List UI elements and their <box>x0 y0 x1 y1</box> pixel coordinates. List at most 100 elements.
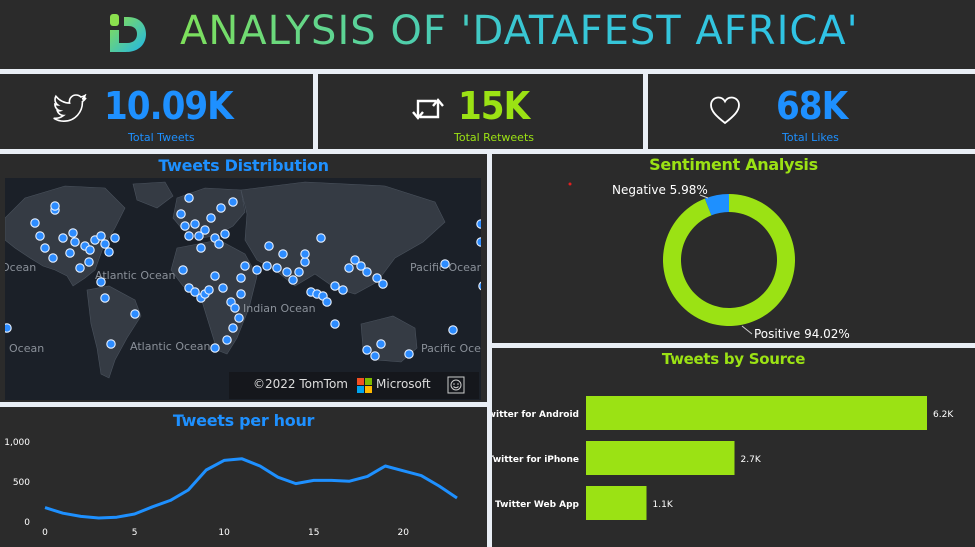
x-tick-label: 0 <box>42 528 48 538</box>
x-tick-label: 10 <box>218 528 230 538</box>
tweet-location-dot <box>362 345 372 355</box>
bar-category-label: Twitter for iPhone <box>492 455 579 465</box>
tweet-location-dot <box>104 247 114 257</box>
ocean-labels: Ocean Atlantic Ocean Pacific Ocean India… <box>5 261 481 355</box>
tweet-location-dot <box>70 237 80 247</box>
tweet-location-dot <box>178 265 188 275</box>
bar-value-label: 6.2K <box>933 410 954 420</box>
twitter-bird-icon <box>53 94 87 123</box>
total-retweets-value: 15K <box>458 84 530 128</box>
tweet-location-dot <box>190 219 200 229</box>
source-panel: Tweets by Source Twitter for Android 6.2K… <box>492 348 975 547</box>
page-title: ANALYSIS OF 'DATAFEST AFRICA' <box>180 8 859 54</box>
positive-data-label: Positive 94.02% <box>754 327 850 341</box>
tweet-location-dot <box>184 231 194 241</box>
map-attribution-bar: ©2022 TomTom Microsoft <box>229 372 479 399</box>
negative-data-label: Negative 5.98% <box>612 183 708 197</box>
tweet-location-dot <box>40 243 50 253</box>
tweet-location-dot <box>378 279 388 289</box>
tweet-location-dot <box>252 265 262 275</box>
bar-0 <box>586 396 927 430</box>
tweet-location-dot <box>240 261 250 271</box>
tweet-location-dot <box>130 309 140 319</box>
hourly-series-line <box>44 457 458 520</box>
kpi-total-tweets: 10.09K Total Tweets <box>0 74 313 149</box>
kpi-total-likes: 68K Total Likes <box>648 74 975 149</box>
tweets-map[interactable]: Ocean Atlantic Ocean Pacific Ocean India… <box>5 178 481 400</box>
tweet-location-dot <box>330 319 340 329</box>
tweet-location-dot <box>476 219 481 229</box>
tweet-location-dot <box>344 263 354 273</box>
positive-leader-line <box>741 325 753 335</box>
stray-marker <box>568 182 572 186</box>
smiley-feedback-icon[interactable] <box>447 376 465 394</box>
tweet-location-dot <box>210 271 220 281</box>
tweet-location-dot <box>110 233 120 243</box>
tweet-location-dot <box>294 267 304 277</box>
tweet-location-dot <box>300 257 310 267</box>
tweet-location-dot <box>30 218 40 228</box>
ocean-label: Indian Ocean <box>243 302 316 315</box>
tweet-location-dot <box>194 231 204 241</box>
tweet-location-dot <box>210 343 220 353</box>
tweet-location-dot <box>322 297 332 307</box>
negative-leader-line <box>699 194 709 199</box>
tweet-location-dot <box>85 245 95 255</box>
tweet-location-dot <box>478 281 481 291</box>
ocean-label: Ocean <box>5 261 36 274</box>
ocean-label: Atlantic Ocean <box>130 340 211 353</box>
source-bar-chart: Twitter for Android 6.2K Twitter for iPhon… <box>492 396 954 520</box>
ocean-label: Pacific Ocean <box>421 342 481 355</box>
hourly-panel: Tweets per hour 0 500 1,000 0 5 10 15 20 <box>0 407 487 547</box>
bar-value-label: 2.7K <box>741 455 762 465</box>
y-tick-label: 0 <box>24 518 30 528</box>
source-title: Tweets by Source <box>661 350 806 368</box>
tweet-location-dot <box>204 285 214 295</box>
tweet-location-dot <box>68 228 78 238</box>
y-tick-label: 500 <box>13 478 30 488</box>
tweet-location-dot <box>214 239 224 249</box>
bar-category-label: Twitter for Android <box>492 410 579 420</box>
bar-2 <box>586 486 647 520</box>
sentiment-title: Sentiment Analysis <box>649 155 818 174</box>
tweet-location-dot <box>96 231 106 241</box>
tweet-location-dot <box>264 241 274 251</box>
tweet-location-dot <box>288 275 298 285</box>
tweet-location-dot <box>200 225 210 235</box>
tweet-location-dot <box>282 267 292 277</box>
tweet-location-dot <box>50 201 60 211</box>
tweet-location-dot <box>100 239 110 249</box>
retweet-icon <box>412 98 444 120</box>
tweet-location-dot <box>180 221 190 231</box>
bar-1 <box>586 441 735 475</box>
total-retweets-label: Total Retweets <box>454 131 534 144</box>
title-bar: ANALYSIS OF 'DATAFEST AFRICA' <box>0 0 975 69</box>
bar-category-label: Twitter Web App <box>495 500 580 510</box>
datafest-logo-icon <box>110 14 146 52</box>
hourly-line-chart: 0 500 1,000 0 5 10 15 20 <box>4 438 458 538</box>
hourly-title: Tweets per hour <box>172 411 315 430</box>
tweet-location-dot <box>196 243 206 253</box>
kpi-total-retweets: 15K Total Retweets <box>318 74 643 149</box>
sentiment-panel: Sentiment Analysis Negative 5.98% Positiv… <box>492 154 975 343</box>
tweet-location-dot <box>190 287 200 297</box>
ocean-label: Ocean <box>9 342 44 355</box>
tweet-location-dot <box>216 203 226 213</box>
tweet-location-dot <box>96 277 106 287</box>
tweet-location-dot <box>278 249 288 259</box>
tweet-location-dot <box>75 263 85 273</box>
tweet-location-dot <box>176 209 186 219</box>
tweet-location-dot <box>222 335 232 345</box>
tweet-location-dot <box>230 303 240 313</box>
tweet-location-dot <box>404 349 414 359</box>
x-tick-label: 15 <box>308 528 319 538</box>
bar-value-label: 1.1K <box>653 500 674 510</box>
tweet-location-dot <box>362 267 372 277</box>
donut-slice-negative <box>704 194 729 216</box>
tweet-location-dot <box>106 339 116 349</box>
tweet-location-dot <box>350 255 360 265</box>
tweet-location-dot <box>236 273 246 283</box>
x-tick-label: 20 <box>398 528 410 538</box>
ocean-label: Atlantic Ocean <box>95 269 176 282</box>
tweet-location-dot <box>338 285 348 295</box>
